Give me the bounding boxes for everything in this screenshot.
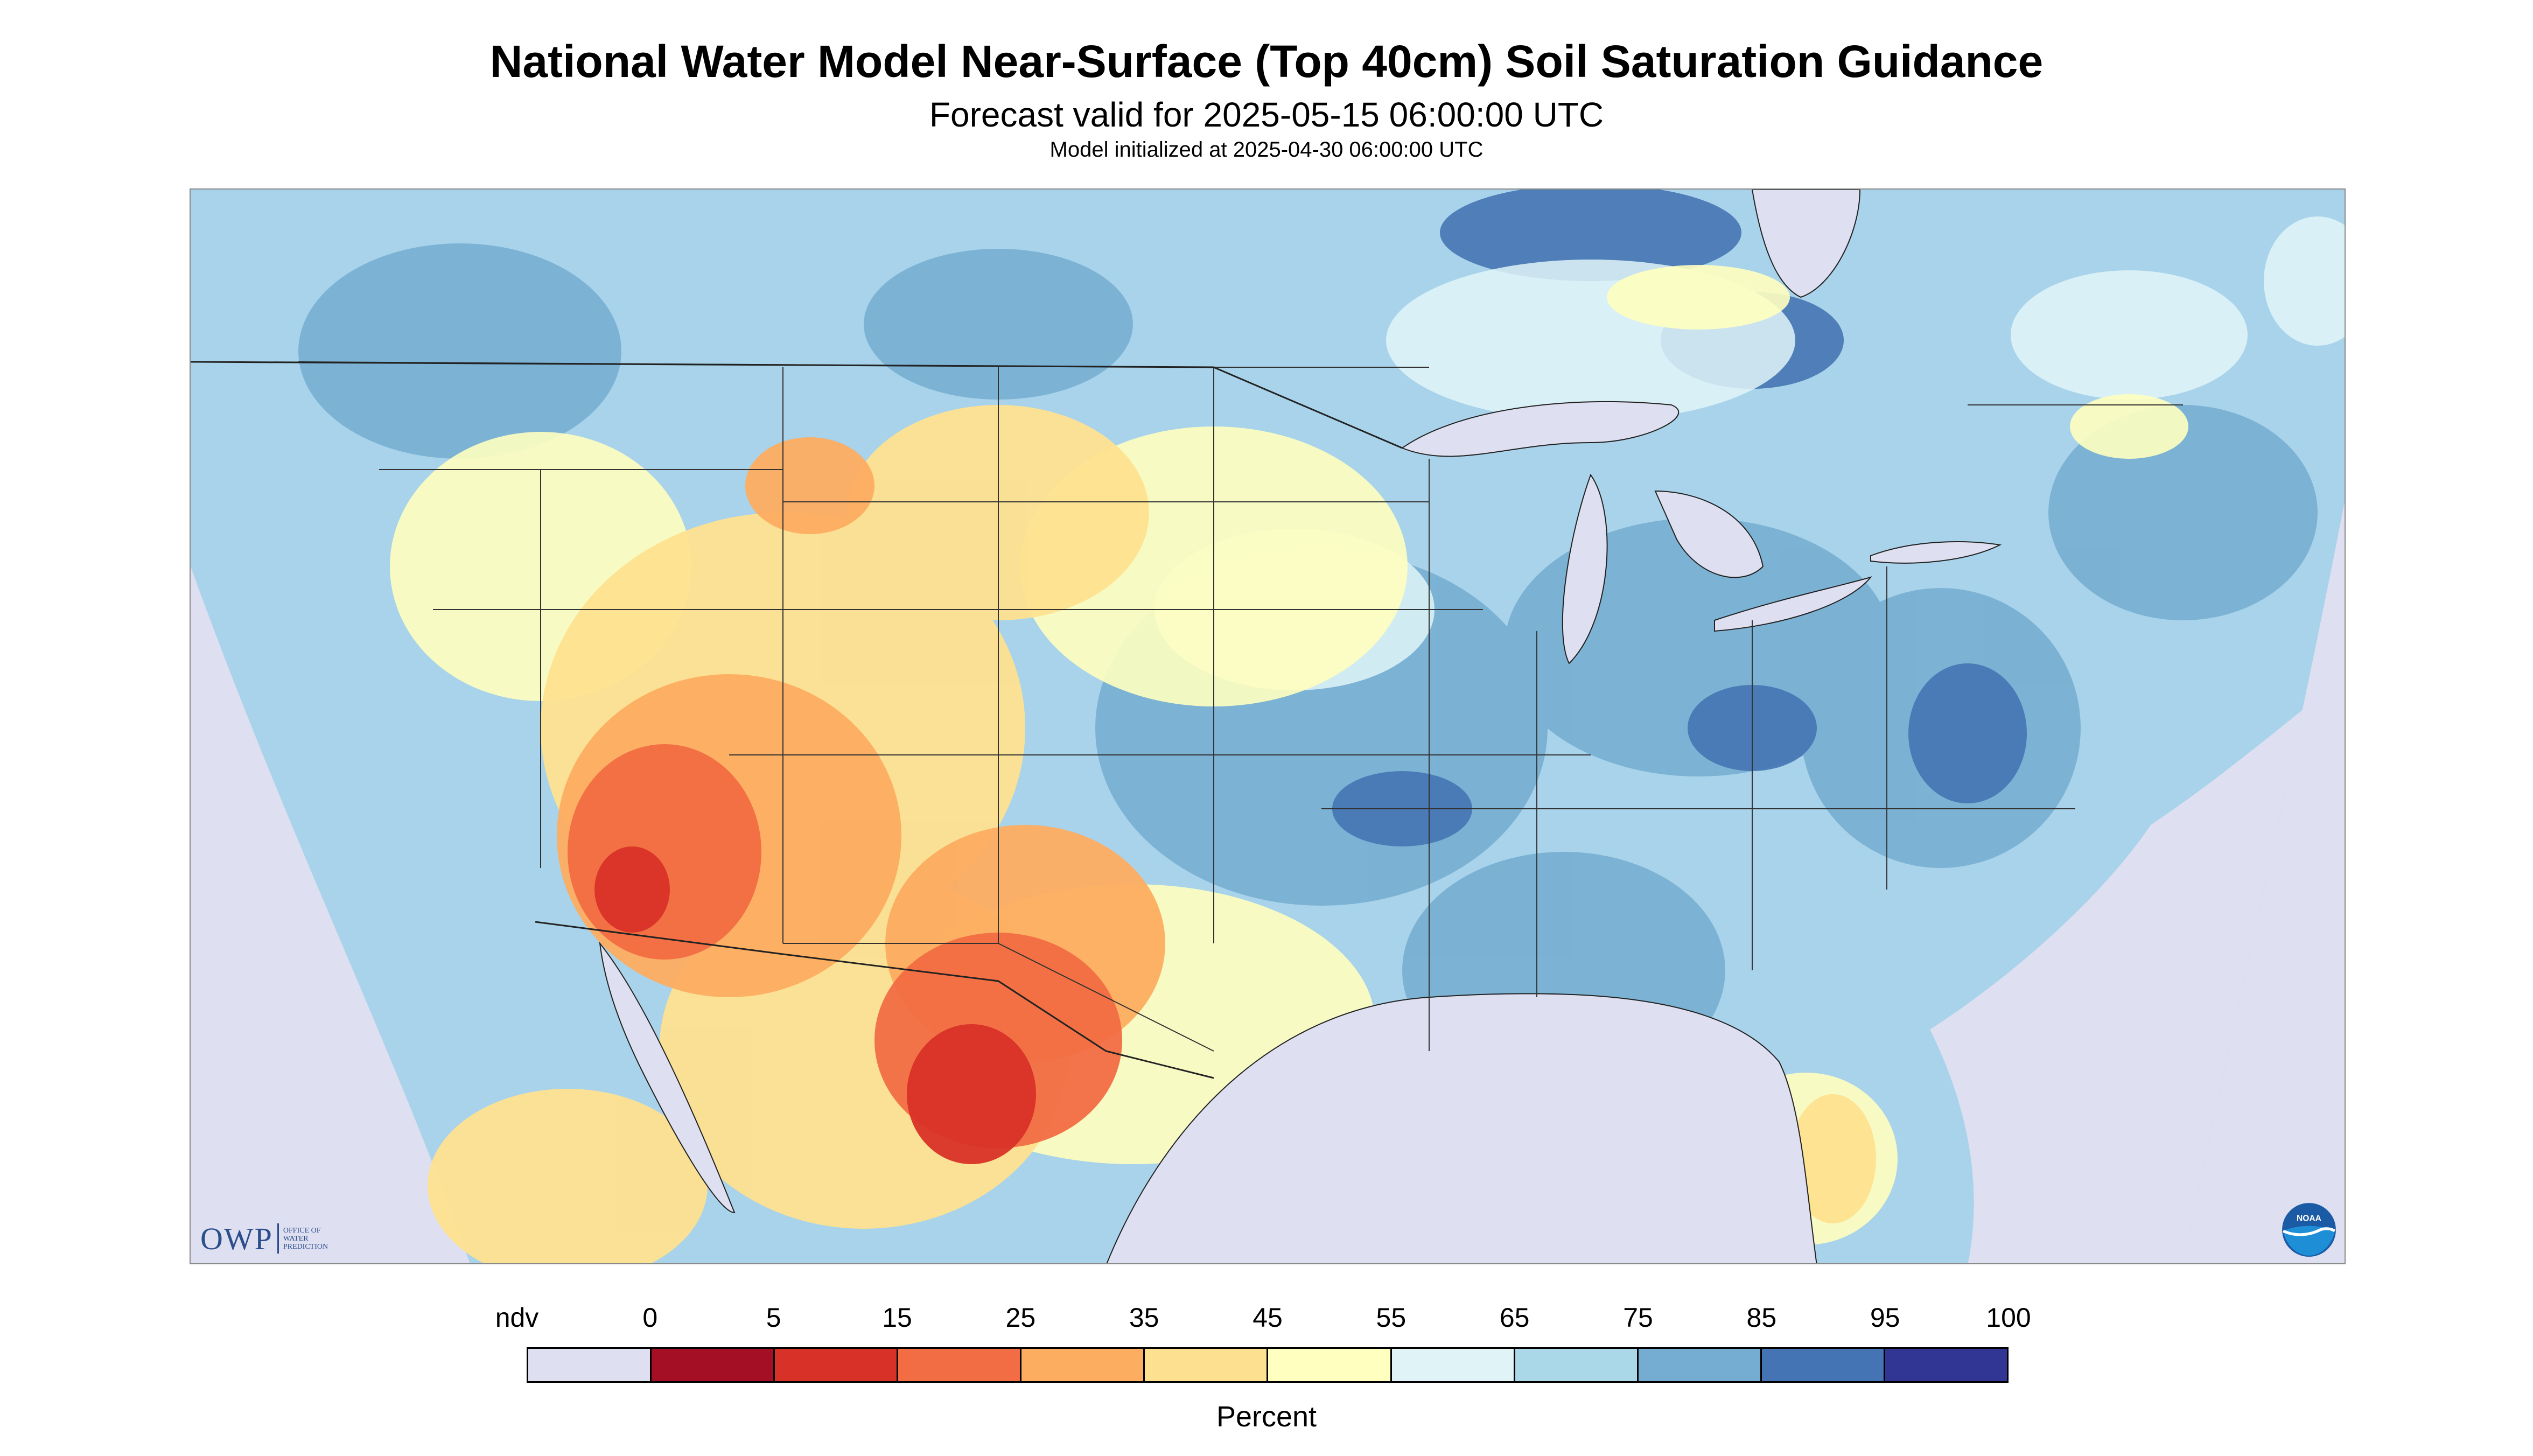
owp-logo-text: OWP: [200, 1221, 273, 1256]
legend-tick-label: 5: [766, 1303, 781, 1333]
legend-tick-label: 0: [642, 1303, 658, 1333]
legend-swatch: [1515, 1349, 1639, 1381]
legend-swatch: [528, 1349, 652, 1381]
legend-tick-label: 75: [1623, 1303, 1653, 1333]
lake-huron: [1654, 490, 1764, 578]
legend-tick-label: 35: [1129, 1303, 1159, 1333]
legend-tick-label: ndv: [495, 1303, 539, 1333]
gulf-of-california: [599, 941, 736, 1214]
us-canada-border: [191, 361, 1403, 449]
forecast-valid-time: Forecast valid for 2025-05-15 06:00:00 U…: [929, 95, 1604, 134]
legend-tick-label: 95: [1870, 1303, 1900, 1333]
extremely-dry-areas: [594, 846, 1036, 1164]
legend-unit: Percent: [1216, 1401, 1317, 1433]
legend-tick-label: 55: [1376, 1303, 1407, 1333]
legend-tick-label: 45: [1252, 1303, 1283, 1333]
legend-swatch: [652, 1349, 775, 1381]
legend-swatch: [775, 1349, 899, 1381]
owp-logo-subtext: OFFICE OF WATER PREDICTION: [283, 1226, 328, 1251]
great-lakes: [1401, 401, 2002, 664]
soil-saturation-map: [190, 188, 2346, 1264]
color-legend: ndv 0 5 15 25 35 45 55 65 75 85 95 100 Percent: [0, 1292, 2533, 1443]
legend-swatch: [1761, 1349, 1885, 1381]
legend-color-bar: [527, 1347, 2009, 1383]
legend-swatch: [1391, 1349, 1515, 1381]
legend-tick-label: 100: [1986, 1303, 2031, 1333]
owp-logo-divider: [277, 1223, 279, 1254]
lake-michigan: [1562, 473, 1608, 664]
noaa-logo: NOAA: [2282, 1203, 2336, 1257]
legend-swatch: [1638, 1349, 1762, 1381]
gulf-of-mexico: [1106, 993, 1817, 1263]
svg-text:NOAA: NOAA: [2297, 1214, 2321, 1223]
legend-swatch: [898, 1349, 1022, 1381]
legend-swatch: [1268, 1349, 1392, 1381]
legend-tick-label: 25: [1005, 1303, 1036, 1333]
lake-ontario: [1870, 541, 2002, 564]
legend-swatch: [1145, 1349, 1269, 1381]
us-mexico-border: [535, 921, 1214, 1079]
lake-erie: [1714, 576, 1872, 632]
owp-logo: OWP OFFICE OF WATER PREDICTION: [200, 1221, 328, 1256]
legend-swatch: [1021, 1349, 1145, 1381]
hudson-bay: [1751, 190, 1861, 298]
map-title: National Water Model Near-Surface (Top 4…: [489, 36, 2044, 87]
lake-superior: [1401, 401, 1680, 457]
legend-tick-label: 85: [1746, 1303, 1777, 1333]
model-init-time: Model initialized at 2025-04-30 06:00:00…: [1049, 138, 1484, 162]
legend-tick-label: 15: [882, 1303, 912, 1333]
legend-tick-label: 65: [1499, 1303, 1530, 1333]
map-svg: [191, 190, 2345, 1263]
legend-swatch: [1885, 1349, 2007, 1381]
atlantic-ocean: [1930, 502, 2345, 1263]
